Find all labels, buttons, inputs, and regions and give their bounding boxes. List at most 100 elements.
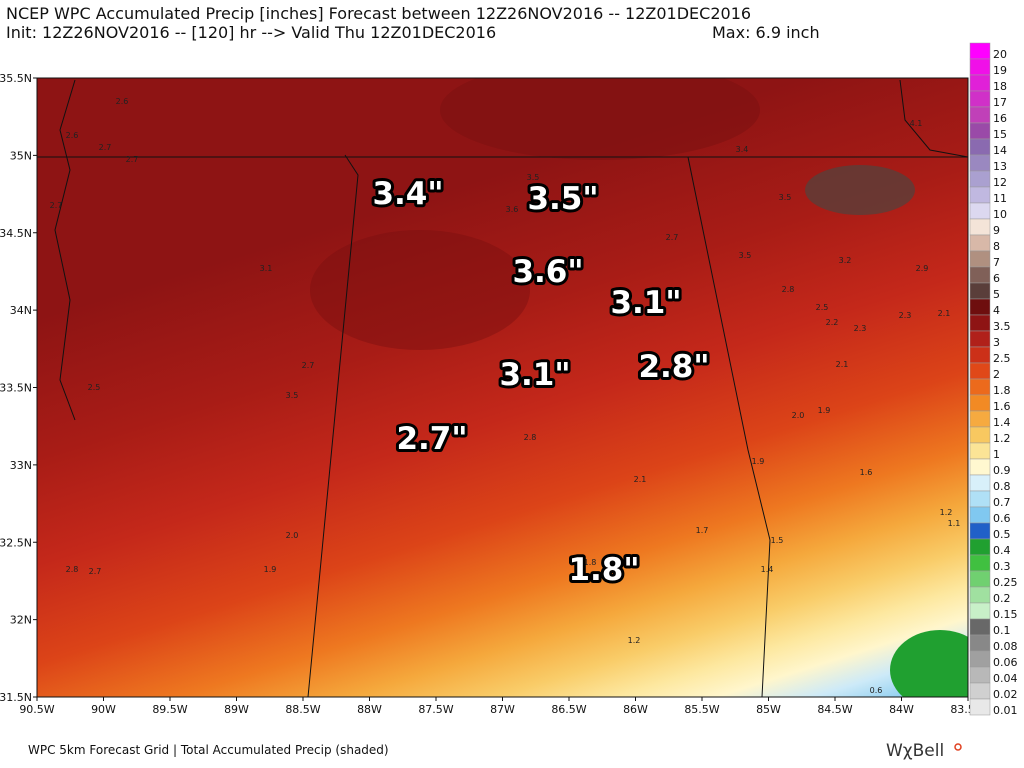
contour-label: 2.8 [66,565,79,574]
colorbar-label: 16 [993,112,1007,125]
colorbar-label: 8 [993,240,1000,253]
contour-label: 1.5 [771,536,784,545]
colorbar-label: 3 [993,336,1000,349]
colorbar-label: 15 [993,128,1007,141]
colorbar-swatch [969,266,991,284]
contour-label: 2.3 [899,311,912,320]
colorbar-label: 0.5 [993,528,1011,541]
contour-label: 2.3 [854,324,867,333]
colorbar-swatch [969,282,991,300]
colorbar-label: 2 [993,368,1000,381]
colorbar-swatch [969,186,991,204]
callout-label: 3.4" [372,176,443,212]
colorbar-swatch [969,74,991,92]
header-title: NCEP WPC Accumulated Precip [inches] For… [6,4,751,23]
precip-max-area [310,230,530,350]
colorbar-label: 1.8 [993,384,1011,397]
lon-label: 89W [224,703,249,716]
colorbar-swatch [969,346,991,364]
colorbar-label: 20 [993,48,1007,61]
state-border [307,154,359,697]
colorbar-label: 0.1 [993,624,1011,637]
contour-label: 1.2 [628,636,641,645]
colorbar-swatch [969,298,991,316]
lat-label: 35N [10,149,32,162]
lon-label: 90.5W [19,703,54,716]
colorbar-label: 0.9 [993,464,1011,477]
precip-low-area [890,630,968,697]
callout-label: 3.1" [499,357,570,393]
contour-label: 2.7 [126,155,139,164]
colorbar-swatch [969,58,991,76]
contour-label: 3.6 [506,205,519,214]
contour-label: 2.7 [666,233,679,242]
contour-label: 1.9 [752,457,765,466]
colorbar-label: 10 [993,208,1007,221]
colorbar-swatch [969,490,991,508]
colorbar-label: 0.8 [993,480,1011,493]
colorbar-label: 1.2 [993,432,1011,445]
colorbar-label: 0.01 [993,704,1018,717]
contour-label: 2.7 [99,143,112,152]
lat-label: 32.5N [0,536,32,549]
header-init: Init: 12Z26NOV2016 -- [120] hr --> Valid… [6,23,496,42]
contour-label: 0.6 [870,686,883,695]
contour-label: 1.7 [696,526,709,535]
colorbar-swatch [969,522,991,540]
colorbar-swatch [969,474,991,492]
contour-label: 3.5 [286,391,299,400]
contour-label: 2.7 [89,567,102,576]
lat-label: 33N [10,459,32,472]
contour-label: 1.9 [818,406,831,415]
colorbar-label: 2.5 [993,352,1011,365]
colorbar-label: 0.25 [993,576,1018,589]
contour-label: 3.1 [260,264,273,273]
contour-label: 2.8 [524,433,537,442]
colorbar-swatch [969,666,991,684]
colorbar-swatch [969,410,991,428]
colorbar-label: 9 [993,224,1000,237]
colorbar-swatch [969,426,991,444]
colorbar-swatch [969,106,991,124]
lat-label: 34.5N [0,227,32,240]
colorbar-label: 0.08 [993,640,1018,653]
colorbar-swatch [969,314,991,332]
colorbar-swatch [969,90,991,108]
header-max: Max: 6.9 inch [712,23,820,42]
lon-label: 87W [490,703,515,716]
contour-label: 2.8 [782,285,795,294]
contour-label: 3.5 [527,173,540,182]
colorbar-swatch [969,122,991,140]
colorbar-swatch [969,154,991,172]
contour-label: 2.5 [88,383,101,392]
contour-label: 4.1 [910,119,923,128]
contour-label: 3.2 [839,256,852,265]
lon-label: 85W [756,703,781,716]
contour-label: 2.7 [302,361,315,370]
colorbar-swatch [969,650,991,668]
colorbar-label: 13 [993,160,1007,173]
lon-label: 88.5W [285,703,320,716]
colorbar-swatch [969,218,991,236]
colorbar-swatch [969,202,991,220]
contour-label: 1.9 [264,565,277,574]
colorbar-swatch [969,330,991,348]
colorbar-label: 1.6 [993,400,1011,413]
colorbar-label: 0.2 [993,592,1011,605]
logo-dot [954,743,962,751]
colorbar-swatch [969,602,991,620]
colorbar-label: 19 [993,64,1007,77]
colorbar-label: 0.4 [993,544,1011,557]
contour-label: 2.6 [66,131,79,140]
contour-label: 2.0 [286,531,299,540]
colorbar-swatch [969,250,991,268]
colorbar-swatch [969,554,991,572]
precip-max-area [440,78,760,160]
contour-label: 2.2 [826,318,839,327]
contour-label: 1.2 [940,508,953,517]
lon-label: 85.5W [684,703,719,716]
colorbar-swatch [969,170,991,188]
callout-label: 3.5" [527,181,598,217]
colorbar-swatch [969,506,991,524]
